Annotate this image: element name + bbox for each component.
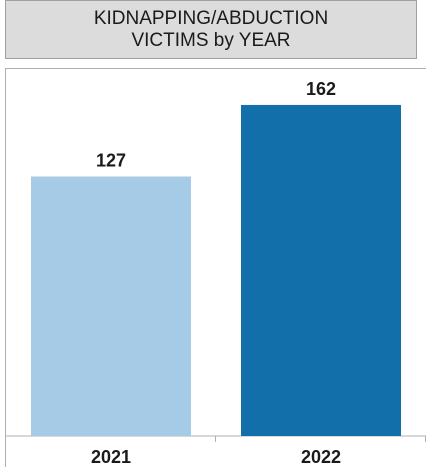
chart-title-line-2: VICTIMS by YEAR [131, 29, 291, 51]
chart-plot-frame [5, 68, 426, 467]
x-tick-label-2021: 2021 [91, 447, 131, 467]
bar-2022 [241, 104, 401, 437]
chart-title-box: KIDNAPPING/ABDUCTION VICTIMS by YEAR [5, 0, 417, 59]
x-tick-label-2022: 2022 [301, 447, 341, 467]
data-label-2021: 127 [96, 150, 126, 170]
chart-title-line-1: KIDNAPPING/ABDUCTION [93, 7, 329, 29]
bar-2021 [31, 176, 191, 436]
data-label-2022: 162 [306, 79, 336, 99]
